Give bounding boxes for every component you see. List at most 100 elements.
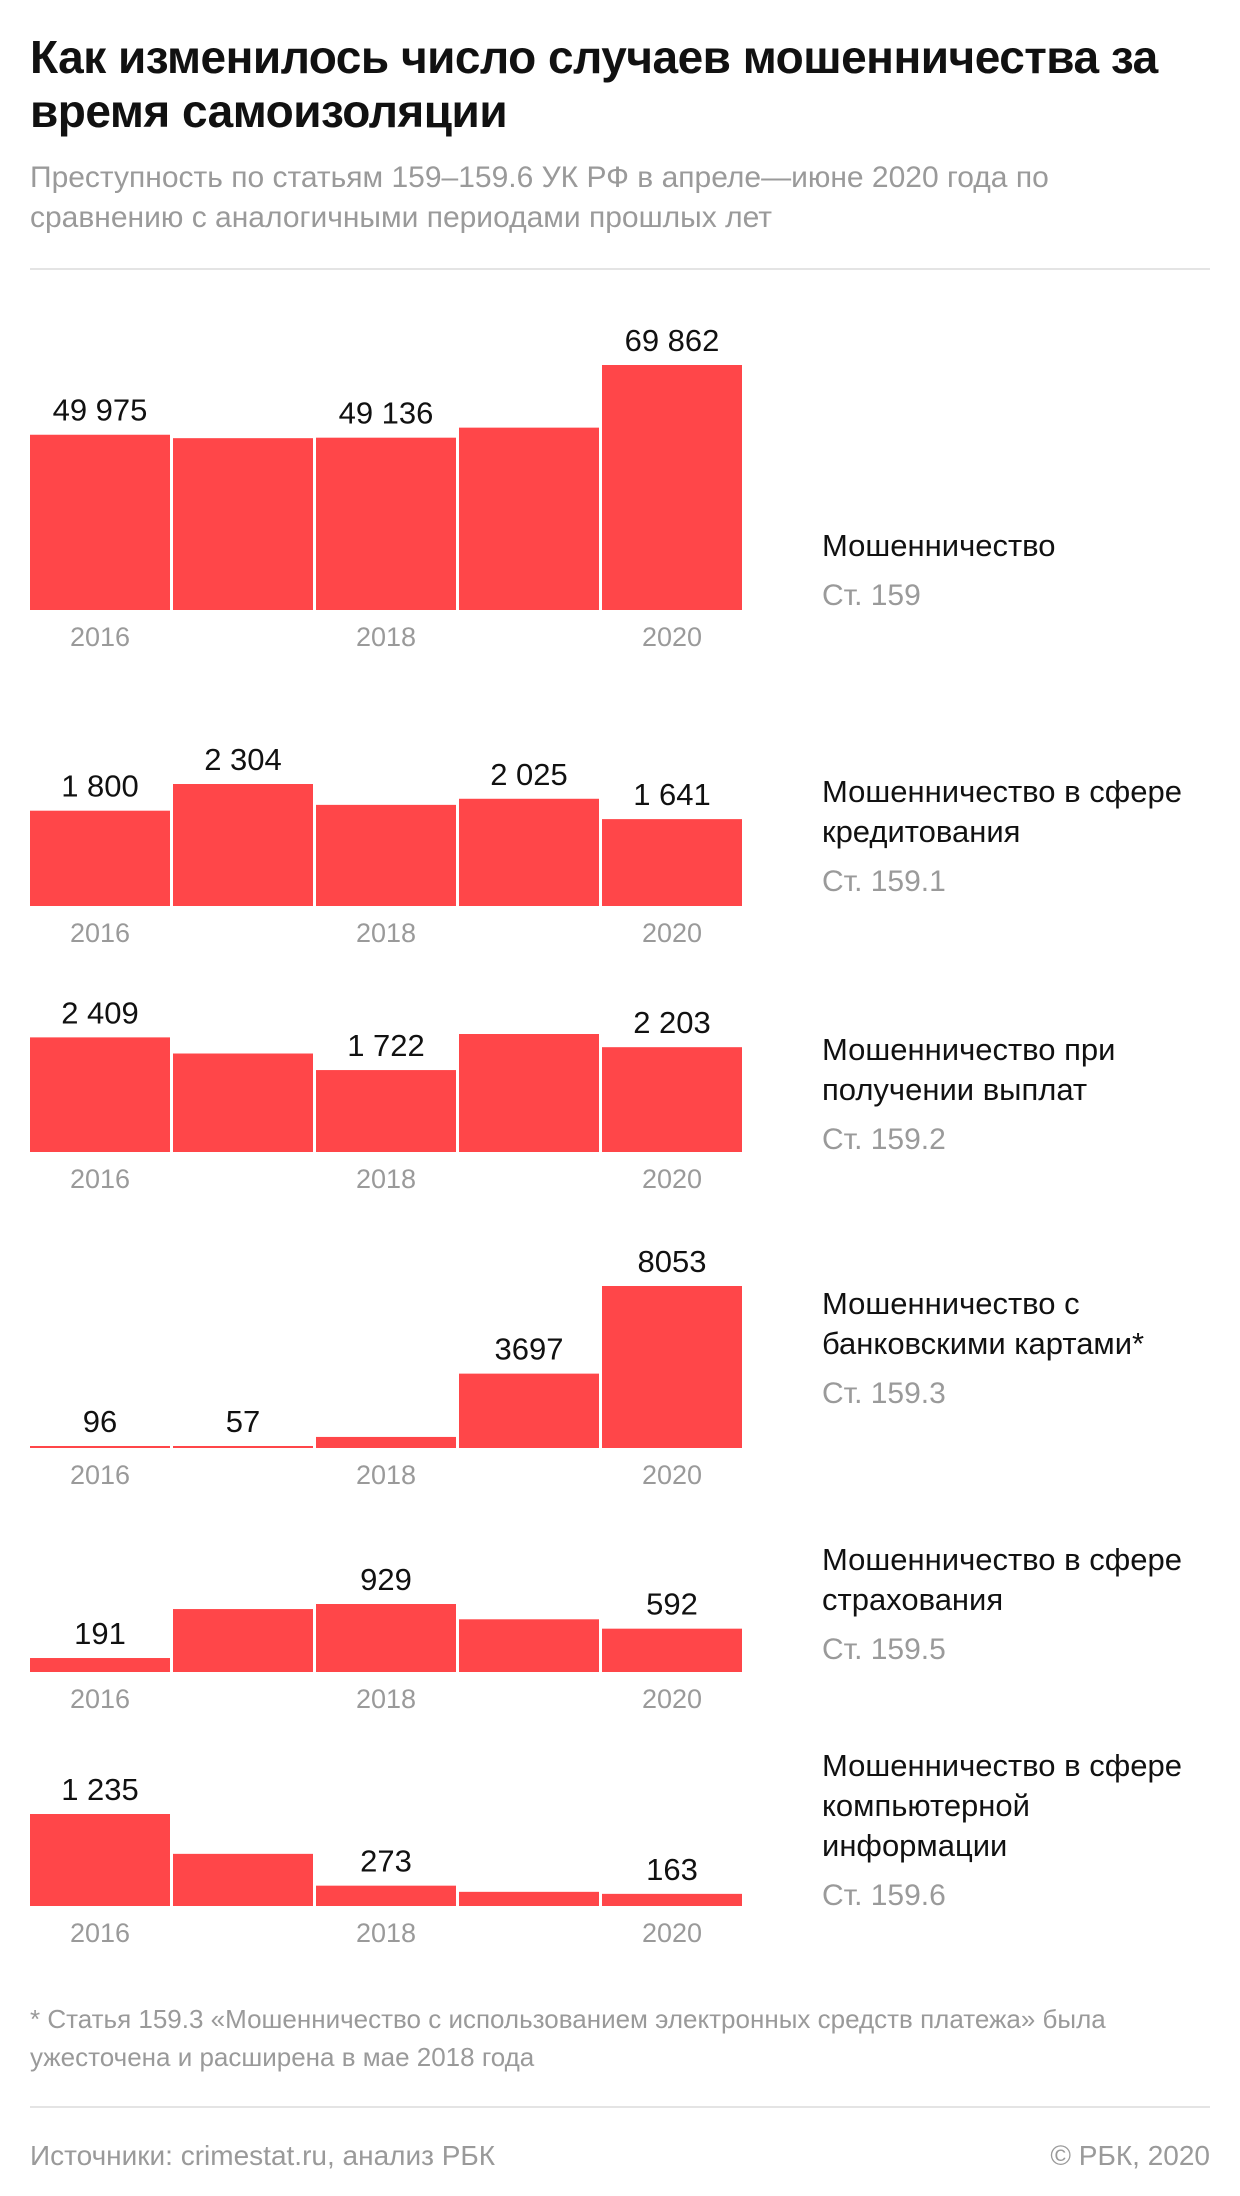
data-label-2020: 69 862: [625, 323, 720, 358]
panel-0-bars: 49 975 2016 49 136 2018 69 862 2020: [30, 323, 742, 652]
panel-1-bars: 1 800 2016 2 304 2018 2 025 1 641 2020: [30, 742, 742, 948]
data-label-2020: 592: [646, 1587, 698, 1622]
panel-name: Мошенничество при получении выплат: [822, 1032, 1116, 1107]
bar-2017: [173, 1853, 313, 1906]
bar-2017: [173, 1609, 313, 1672]
bar-2016: [30, 1446, 170, 1448]
panel-label-159-5: Мошенничество в сфере страхования Ст. 15…: [822, 1540, 1222, 1670]
tick-label-2018: 2018: [356, 1684, 416, 1714]
panel-name: Мошенничество в сфере страхования: [822, 1542, 1182, 1617]
top-divider: [30, 268, 1210, 270]
panel-label-159-2: Мошенничество при получении выплат Ст. 1…: [822, 1030, 1222, 1160]
panel-label-159-3: Мошенничество с банковскими картами* Ст.…: [822, 1284, 1222, 1414]
bar-2018: [316, 1885, 456, 1906]
tick-label-2020: 2020: [642, 918, 702, 948]
data-label-2016: 191: [74, 1616, 126, 1651]
data-label-2018: 273: [360, 1844, 412, 1879]
panel-article: Ст. 159.6: [822, 1879, 946, 1912]
data-label-2018: 49 136: [339, 396, 434, 431]
bottom-divider: [30, 2106, 1210, 2108]
tick-label-2020: 2020: [642, 1460, 702, 1490]
chart-title: Как изменилось число случаев мошенничест…: [30, 31, 1158, 137]
tick-label-2016: 2016: [70, 1684, 130, 1714]
panel-label-159-1: Мошенничество в сфере кредитования Ст. 1…: [822, 772, 1222, 902]
bar-2019: [459, 1619, 599, 1672]
data-label-2018: 929: [360, 1562, 412, 1597]
bar-2018: [316, 804, 456, 906]
data-label-2019: 3697: [495, 1332, 564, 1367]
tick-label-2018: 2018: [356, 1918, 416, 1948]
panel-4-bars: 191 2016 929 2018 592 2020: [30, 1562, 742, 1714]
panel-name: Мошенничество в сфере компьютерной инфор…: [822, 1748, 1182, 1863]
panel-5-bars: 1 235 2016 273 2018 163 2020: [30, 1772, 742, 1948]
bar-2016: [30, 1037, 170, 1152]
copyright-text: © РБК, 2020: [1050, 2140, 1210, 2171]
tick-label-2016: 2016: [70, 918, 130, 948]
bar-2016: [30, 434, 170, 610]
tick-label-2020: 2020: [642, 1164, 702, 1194]
panel-article: Ст. 159: [822, 579, 921, 612]
bar-2018: [316, 1436, 456, 1448]
panel-name: Мошенничество: [822, 528, 1056, 563]
bar-2018: [316, 1070, 456, 1152]
bar-2017: [173, 1053, 313, 1152]
bar-2019: [459, 1034, 599, 1152]
bar-2017: [173, 438, 313, 610]
footnote: * Статья 159.3 «Мошенничество с использо…: [30, 2004, 1106, 2072]
bar-2017: [173, 1446, 313, 1448]
bar-2019: [459, 1891, 599, 1906]
data-label-2016: 2 409: [61, 995, 139, 1030]
tick-label-2018: 2018: [356, 918, 416, 948]
data-label-2016: 49 975: [53, 393, 148, 428]
bar-2020: [602, 1628, 742, 1672]
bar-2018: [316, 437, 456, 610]
tick-label-2018: 2018: [356, 622, 416, 652]
panel-name: Мошенничество в сфере кредитования: [822, 774, 1182, 849]
data-label-2020: 1 641: [633, 777, 711, 812]
panel-name: Мошенничество с банковскими картами*: [822, 1286, 1145, 1361]
panel-article: Ст. 159.1: [822, 865, 946, 898]
bar-2020: [602, 819, 742, 906]
bar-2019: [459, 427, 599, 610]
data-label-2020: 163: [646, 1852, 698, 1887]
data-label-2020: 2 203: [633, 1005, 711, 1040]
data-label-2016: 96: [83, 1404, 117, 1439]
source-text: Источники: crimestat.ru, анализ РБК: [30, 2140, 496, 2171]
panel-article: Ст. 159.5: [822, 1633, 946, 1666]
data-label-2018: 1 722: [347, 1028, 425, 1063]
data-label-2016: 1 235: [61, 1772, 139, 1807]
data-label-2016: 1 800: [61, 769, 139, 804]
tick-label-2016: 2016: [70, 622, 130, 652]
tick-label-2018: 2018: [356, 1460, 416, 1490]
bar-2019: [459, 798, 599, 906]
tick-label-2016: 2016: [70, 1460, 130, 1490]
bar-2020: [602, 1893, 742, 1906]
tick-label-2020: 2020: [642, 622, 702, 652]
tick-label-2020: 2020: [642, 1918, 702, 1948]
chart-subtitle: Преступность по статьям 159–159.6 УК РФ …: [30, 161, 1049, 234]
panel-article: Ст. 159.2: [822, 1123, 946, 1156]
tick-label-2016: 2016: [70, 1918, 130, 1948]
data-label-2020: 8053: [638, 1244, 707, 1279]
panel-article: Ст. 159.3: [822, 1377, 946, 1410]
tick-label-2020: 2020: [642, 1684, 702, 1714]
panel-label-159: Мошенничество Ст. 159: [822, 526, 1222, 616]
data-label-2017: 57: [226, 1404, 260, 1439]
bar-2016: [30, 1814, 170, 1906]
data-label-2019: 2 025: [490, 757, 568, 792]
bar-2018: [316, 1604, 456, 1672]
bar-2020: [602, 1047, 742, 1152]
bar-2016: [30, 810, 170, 906]
panel-2-bars: 2 409 2016 1 722 2018 2 203 2020: [30, 995, 742, 1194]
bar-2020: [602, 1286, 742, 1448]
panel-3-bars: 96 2016 57 2018 3697 8053 2020: [30, 1244, 742, 1490]
bar-2017: [173, 784, 313, 906]
bar-2019: [459, 1373, 599, 1448]
data-label-2017: 2 304: [204, 742, 282, 777]
panel-label-159-6: Мошенничество в сфере компьютерной инфор…: [822, 1746, 1222, 1916]
tick-label-2016: 2016: [70, 1164, 130, 1194]
bar-2016: [30, 1658, 170, 1672]
bar-2020: [602, 365, 742, 610]
tick-label-2018: 2018: [356, 1164, 416, 1194]
